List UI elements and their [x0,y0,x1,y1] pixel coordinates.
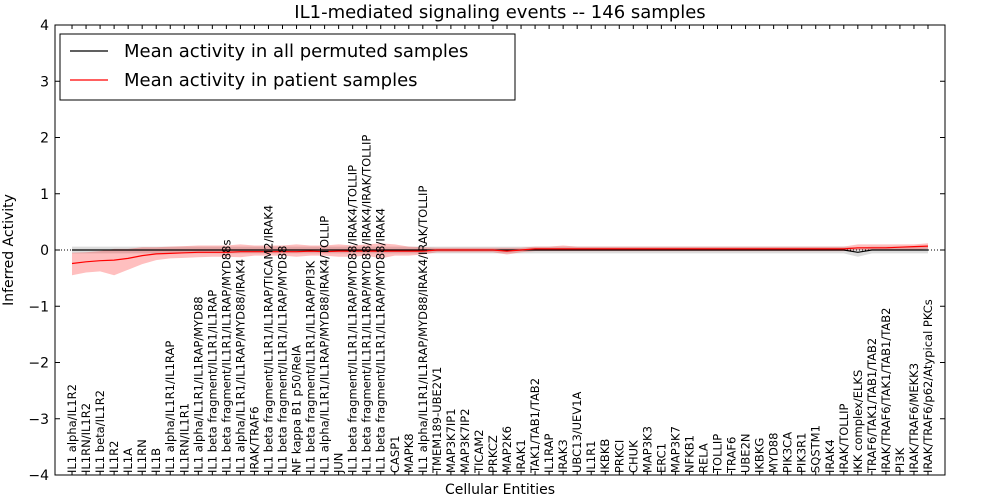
category-label: MAPK8 [402,433,416,473]
category-labels: IL1 alpha/IL1R2 IL1RN/IL1R2 IL1 beta/IL1R2… [65,25,935,475]
y-tick-label: −2 [28,356,49,372]
category-label: IL1 alpha/IL1R1/IL1RAP/MYD88/IRAK4/TOLLI… [318,216,332,473]
category-label: IL1 alpha/IL1R1/IL1RAP/MYD88 [191,296,205,473]
category-label: IL1R1 [584,441,598,473]
y-tick-label: 2 [40,131,49,147]
category-label: TMEM189-UBE2V1 [430,367,444,474]
category-label: IL1 alpha/IL1R1/IL1RAP [163,341,177,473]
category-label: IL1 beta fragment/IL1R1/IL1RAP/MYD88/IRA… [346,165,360,473]
category-label: IL1R2 [107,441,121,473]
category-label: IL1RN/IL1R2 [79,403,93,473]
category-label: PIK3R1 [795,433,809,474]
category-label: MAP3K3 [640,426,654,473]
category-label: IL1 alpha/IL1R1/IL1RAP/MYD88/IRAK4 [233,259,247,473]
category-label: UBE2N [739,434,753,474]
category-label: TOLLIP [711,434,725,474]
category-label: PRKCI [612,440,626,473]
category-label: IL1A [121,448,135,473]
y-tick-label: 4 [40,18,49,34]
legend-label: Mean activity in patient samples [124,70,418,91]
category-label: IL1RN [135,439,149,473]
category-label: IL1 beta fragment/IL1R1/IL1RAP/MYD88/IRA… [374,208,388,473]
category-label: IL1 beta fragment/IL1R1/IL1RAP/MYD88s [219,240,233,473]
category-label: RELA [697,443,711,473]
category-label: TRAF6 [725,437,739,474]
category-label: IL1 alpha/IL1R1/IL1RAP/MYD88/IRAK4/IRAK/… [416,186,430,473]
category-label: IL1 beta fragment/IL1R1/IL1RAP/PI3K [304,260,318,473]
category-label: IRAK4 [823,439,837,473]
category-label: IL1B [149,448,163,473]
y-tick-label: −3 [28,412,49,428]
legend: Mean activity in all permuted samples Mea… [59,33,516,101]
x-axis-label: Cellular Entities [445,482,555,498]
category-label: TAK1/TAB1/TAB2 [528,378,542,474]
category-label: IKK complex/ELKS [851,370,865,473]
category-label: IL1 beta/IL1R2 [93,390,107,473]
category-label: SQSTM1 [809,425,823,473]
category-label: IKBKB [598,439,612,473]
category-label: IRAK1 [514,439,528,473]
category-label: MAP3K7IP2 [458,408,472,473]
category-label: PRKCZ [486,435,500,473]
category-label: IKBKG [753,438,767,473]
category-label: MAP2K6 [500,426,514,473]
y-tick-label: 1 [40,187,49,203]
chart-title: IL1-mediated signaling events -- 146 sam… [294,2,705,23]
category-label: TRAF6/TAK1/TAB1/TAB2 [865,338,879,474]
category-label: IRAK/TOLLIP [837,404,851,473]
series-line-1 [71,245,929,265]
category-label: PIK3CA [781,432,795,473]
category-label: UBC13/UEV1A [570,391,584,473]
category-label: IL1 beta fragment/IL1R1/IL1RAP/MYD88/IRA… [360,135,374,473]
category-label: ERC1 [654,443,668,473]
category-label: IRAK/TRAF6/TAK1/TAB1/TAB2 [879,308,893,473]
category-label: MAP3K7 [668,426,682,473]
category-label: IL1RN/IL1R1 [177,403,191,473]
category-label: IRAK/TRAF6/MEKK3 [907,363,921,473]
category-label: CHUK [626,440,640,473]
category-label: IRAK/TRAF6 [247,406,261,473]
category-label: IL1 alpha/IL1R2 [65,384,79,473]
y-axis-ticks: −4 −3 −2 −1 0 1 2 3 4 [28,18,945,484]
category-label: PI3K [893,447,907,473]
category-label: IL1 beta fragment/IL1R1/IL1RAP/TICAM2/IR… [262,205,276,473]
category-label: TICAM2 [472,429,486,474]
category-label: IL1RAP [542,433,556,473]
y-axis-label: Inferred Activity [1,194,17,306]
category-label: IRAK3 [556,439,570,473]
y-tick-label: −1 [28,299,49,315]
legend-box [59,33,516,101]
category-label: IRAK/TRAF6/p62/Atypical PKCs [921,299,935,473]
category-label: CASP1 [388,436,402,473]
category-label: MAP3K7IP1 [444,408,458,473]
legend-label: Mean activity in all permuted samples [124,41,468,62]
category-label: NFKB1 [682,435,696,473]
category-label: JUN [332,453,346,474]
category-label: NF kappa B1 p50/RelA [290,345,304,473]
y-tick-label: 3 [40,74,49,90]
category-label: MYD88 [767,433,781,473]
y-tick-label: 0 [40,243,49,259]
category-label: IL1 beta fragment/IL1R1/IL1RAP [205,290,219,473]
y-tick-label: −4 [28,468,49,484]
category-label: IL1 beta fragment/IL1R1/IL1RAP/MYD88 [276,246,290,473]
